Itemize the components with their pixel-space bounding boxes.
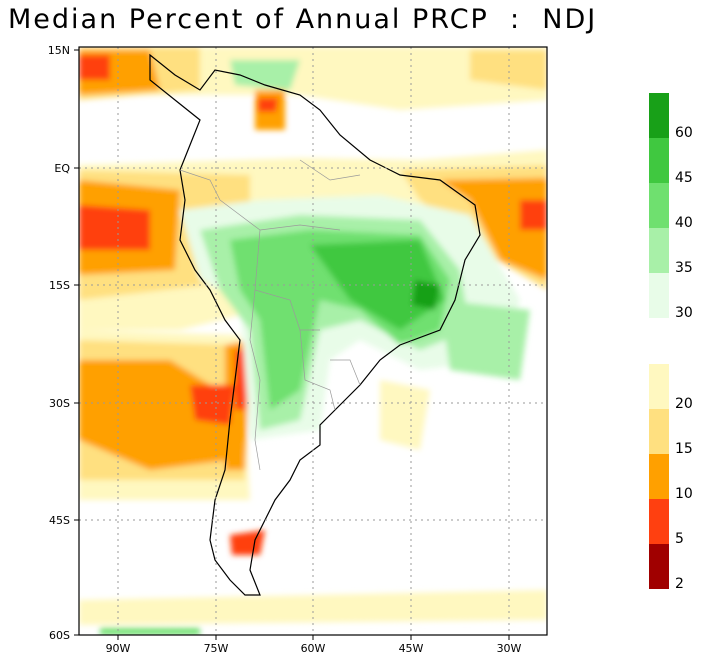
colorbar-top-swatch-1 [649, 138, 669, 183]
lon-label-45w: 45W [399, 642, 424, 655]
lat-label-15s: 15S [49, 279, 70, 292]
colorbar-bottom-swatch-4 [649, 544, 669, 589]
graticule [79, 47, 547, 635]
borders [179, 159, 361, 471]
lat-label-60s: 60S [49, 629, 70, 642]
colorbar-top-label-3: 35 [675, 260, 693, 276]
lon-label-90w: 90W [106, 642, 131, 655]
coastline [149, 53, 481, 596]
tick-marks [74, 49, 510, 640]
colorbar-bottom-label-2: 10 [675, 486, 693, 502]
colorbar-top-swatch-4 [649, 273, 669, 318]
colorbar-top-label-2: 40 [675, 215, 693, 231]
colorbar-bottom-swatch-1 [649, 409, 669, 454]
colorbar-top-label-1: 45 [675, 170, 693, 186]
lat-label-eq: EQ [54, 162, 70, 175]
colorbar-top-swatch-5 [649, 318, 669, 363]
colorbar-bottom-label-0: 20 [675, 396, 693, 412]
colorbar-top-swatch-0 [649, 93, 669, 138]
lat-label-45s: 45S [49, 514, 70, 527]
colorbar-top-label-0: 60 [675, 125, 693, 141]
colorbar-bottom-swatch-2 [649, 454, 669, 499]
lat-label-30s: 30S [49, 397, 70, 410]
colorbar-bottom-swatch-0 [649, 364, 669, 409]
map-title: Median Percent of Annual PRCP : NDJ [8, 4, 598, 35]
colorbar-bottom-label-1: 15 [675, 441, 693, 457]
colorbar-bottom-label-4: 2 [675, 576, 684, 592]
colorbar-bottom-swatch-3 [649, 499, 669, 544]
colorbar-top-swatch-3 [649, 228, 669, 273]
colorbar: 60 45 40 35 30 20 15 10 5 2 [649, 93, 693, 592]
lon-label-60w: 60W [301, 642, 326, 655]
lon-label-30w: 30W [497, 642, 522, 655]
colorbar-top-swatch-2 [649, 183, 669, 228]
colorbar-top-label-4: 30 [675, 305, 693, 321]
lon-label-75w: 75W [204, 642, 229, 655]
lat-label-15n: 15N [48, 44, 70, 57]
colorbar-bottom-label-3: 5 [675, 531, 684, 547]
